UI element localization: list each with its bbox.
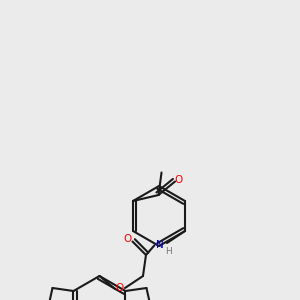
Text: H: H	[165, 248, 172, 256]
Text: N: N	[156, 239, 164, 250]
Text: O: O	[175, 175, 183, 185]
Text: O: O	[116, 283, 124, 293]
Text: O: O	[123, 233, 131, 244]
